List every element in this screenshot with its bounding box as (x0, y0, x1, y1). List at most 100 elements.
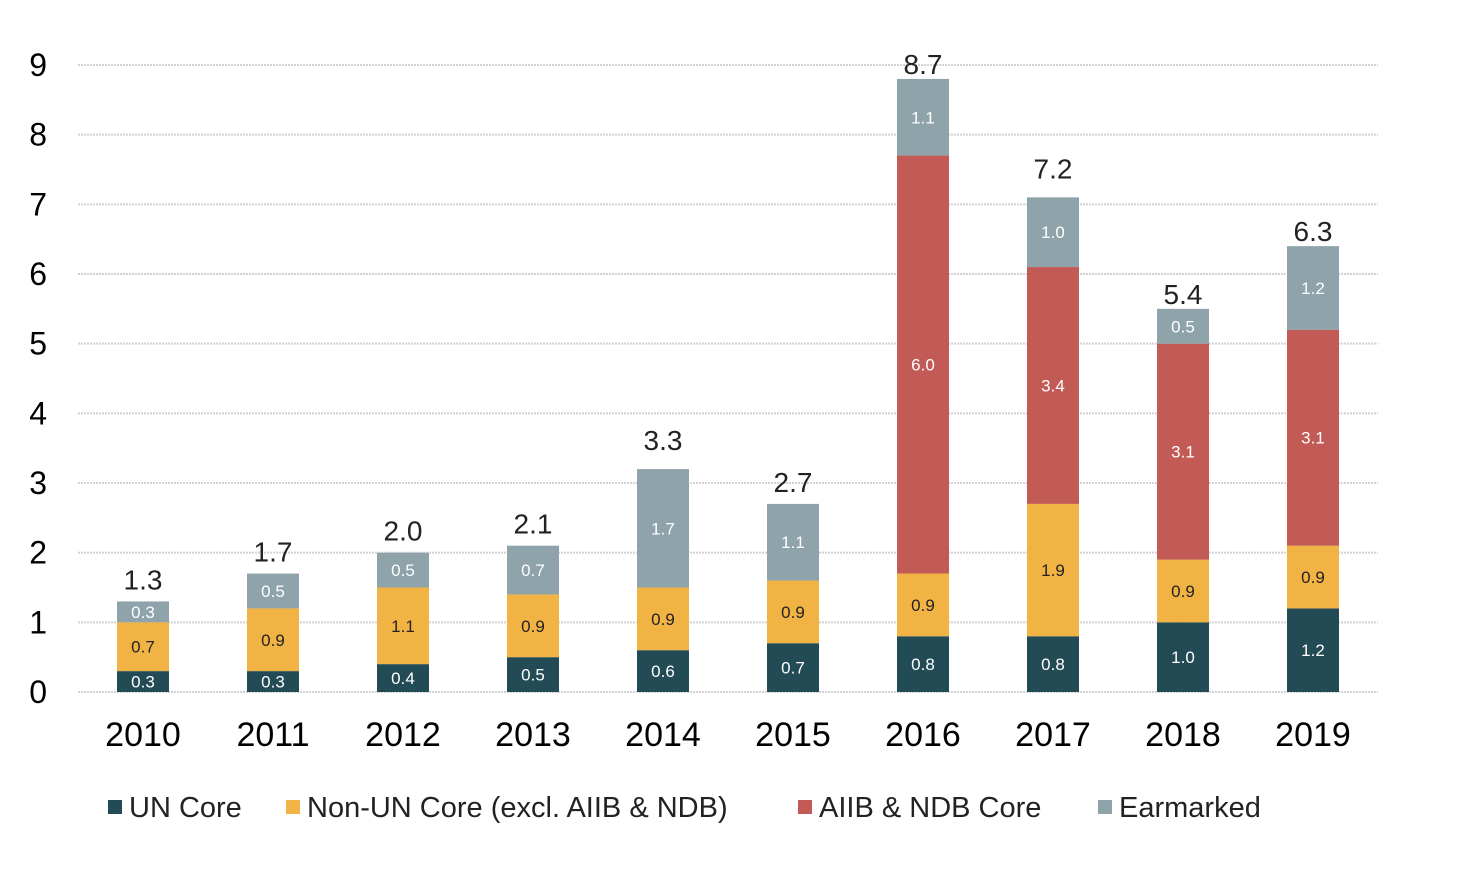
x-tick-label: 2015 (755, 716, 831, 754)
bar-segment (1287, 608, 1339, 692)
segment-value-label: 0.9 (651, 610, 675, 629)
segment-value-label: 0.8 (911, 655, 935, 674)
segment-value-label: 0.5 (261, 582, 285, 601)
segment-value-label: 1.1 (781, 533, 805, 552)
bar-segment (117, 622, 169, 672)
x-tick-label: 2018 (1145, 716, 1221, 754)
bar-segment (377, 587, 429, 665)
bar-group-2016: 0.8 0.9 6.0 1.1 8.7 (897, 49, 949, 692)
bar-total-label: 1.7 (254, 537, 293, 568)
bar-segment (377, 552, 429, 588)
bar-total-label: 7.2 (1034, 153, 1073, 184)
segment-value-label: 0.9 (521, 617, 545, 636)
segment-value-label: 1.9 (1041, 561, 1065, 580)
bar-total-label: 3.3 (644, 425, 683, 456)
legend-item: Non-UN Core (excl. AIIB & NDB) (286, 792, 728, 824)
bar-segment (767, 643, 819, 692)
bar-segment (637, 650, 689, 692)
bar-segment (117, 671, 169, 692)
bar-segment (1157, 343, 1209, 560)
y-tick-label: 1 (29, 604, 47, 640)
segment-value-label: 0.3 (131, 673, 155, 692)
bar-segment (117, 601, 169, 623)
y-tick-label: 5 (29, 326, 47, 362)
bar-group-2010: 0.3 0.7 0.3 1.3 (117, 564, 169, 692)
legend: UN Core Non-UN Core (excl. AIIB & NDB) AII… (108, 792, 1261, 824)
segment-value-label: 0.9 (261, 631, 285, 650)
bar-segment (767, 503, 819, 581)
bar-group-2015: 0.7 0.9 1.1 2.7 (767, 467, 819, 692)
legend-label: Non-UN Core (excl. AIIB & NDB) (307, 792, 728, 824)
bar-segment (1027, 503, 1079, 637)
segment-value-label: 0.7 (131, 638, 155, 657)
segment-value-label: 0.9 (1171, 582, 1195, 601)
bar-segment (637, 469, 689, 588)
legend-label: UN Core (129, 792, 242, 824)
legend-label: Earmarked (1119, 792, 1261, 824)
bar-segment (377, 664, 429, 692)
legend-swatch (798, 800, 812, 814)
bar-segment (507, 545, 559, 595)
bar-segment (1287, 545, 1339, 609)
segment-value-label: 0.6 (651, 662, 675, 681)
bar-segment (1157, 622, 1209, 692)
segment-value-label: 0.5 (521, 666, 545, 685)
segment-value-label: 1.7 (651, 519, 675, 538)
bars-layer: 0.3 0.7 0.3 1.3 0.3 0.9 0.5 1.7 0.4 1.1 0.5 2.0 0.5 0… (117, 49, 1339, 692)
x-tick-label: 2014 (625, 716, 701, 754)
segment-value-label: 0.9 (1301, 568, 1325, 587)
bar-segment (507, 594, 559, 658)
x-axis: 2010 2011 2012 2013 2014 2015 2016 2017 2018 2019 (105, 716, 1351, 754)
bar-total-label: 5.4 (1164, 279, 1203, 310)
bar-segment (247, 671, 299, 692)
bar-segment (1027, 636, 1079, 692)
bar-segment (897, 573, 949, 637)
bar-group-2013: 0.5 0.9 0.7 2.1 (507, 509, 559, 692)
y-tick-label: 4 (29, 395, 47, 431)
bar-group-2014: 0.6 0.9 1.7 3.3 (637, 425, 689, 692)
y-tick-label: 2 (29, 535, 47, 571)
bar-segment (1287, 246, 1339, 330)
segment-value-label: 1.0 (1171, 648, 1195, 667)
segment-value-label: 0.9 (781, 603, 805, 622)
segment-value-label: 0.7 (781, 659, 805, 678)
y-tick-label: 8 (29, 117, 47, 153)
segment-value-label: 3.1 (1301, 429, 1325, 448)
legend-item: UN Core (108, 792, 242, 824)
x-tick-label: 2019 (1275, 716, 1351, 754)
bar-segment (247, 573, 299, 609)
y-tick-label: 3 (29, 465, 47, 501)
segment-value-label: 0.3 (261, 673, 285, 692)
bar-segment (637, 587, 689, 651)
segment-value-label: 0.9 (911, 596, 935, 615)
bar-total-label: 6.3 (1294, 216, 1333, 247)
segment-value-label: 0.3 (131, 603, 155, 622)
bar-total-label: 1.3 (124, 564, 163, 595)
x-tick-label: 2013 (495, 716, 571, 754)
bar-segment (767, 580, 819, 644)
bar-segment (1157, 308, 1209, 344)
y-tick-label: 6 (29, 256, 47, 292)
bar-group-2019: 1.2 0.9 3.1 1.2 6.3 (1287, 216, 1339, 692)
x-tick-label: 2010 (105, 716, 181, 754)
bar-total-label: 2.0 (384, 516, 423, 547)
legend-item: AIIB & NDB Core (798, 792, 1041, 824)
segment-value-label: 1.1 (391, 617, 415, 636)
x-tick-label: 2012 (365, 716, 441, 754)
segment-value-label: 3.1 (1171, 443, 1195, 462)
segment-value-label: 0.4 (391, 669, 415, 688)
bar-segment (1027, 197, 1079, 268)
bar-segment (897, 78, 949, 156)
segment-value-label: 6.0 (911, 356, 935, 375)
y-tick-label: 9 (29, 47, 47, 83)
bar-segment (1287, 329, 1339, 546)
segment-value-label: 0.5 (391, 561, 415, 580)
segment-value-label: 0.8 (1041, 655, 1065, 674)
legend-swatch (286, 800, 300, 814)
bar-segment (247, 608, 299, 672)
legend-swatch (108, 800, 122, 814)
bar-segment (897, 636, 949, 692)
segment-value-label: 0.7 (521, 561, 545, 580)
bar-segment (1157, 559, 1209, 623)
